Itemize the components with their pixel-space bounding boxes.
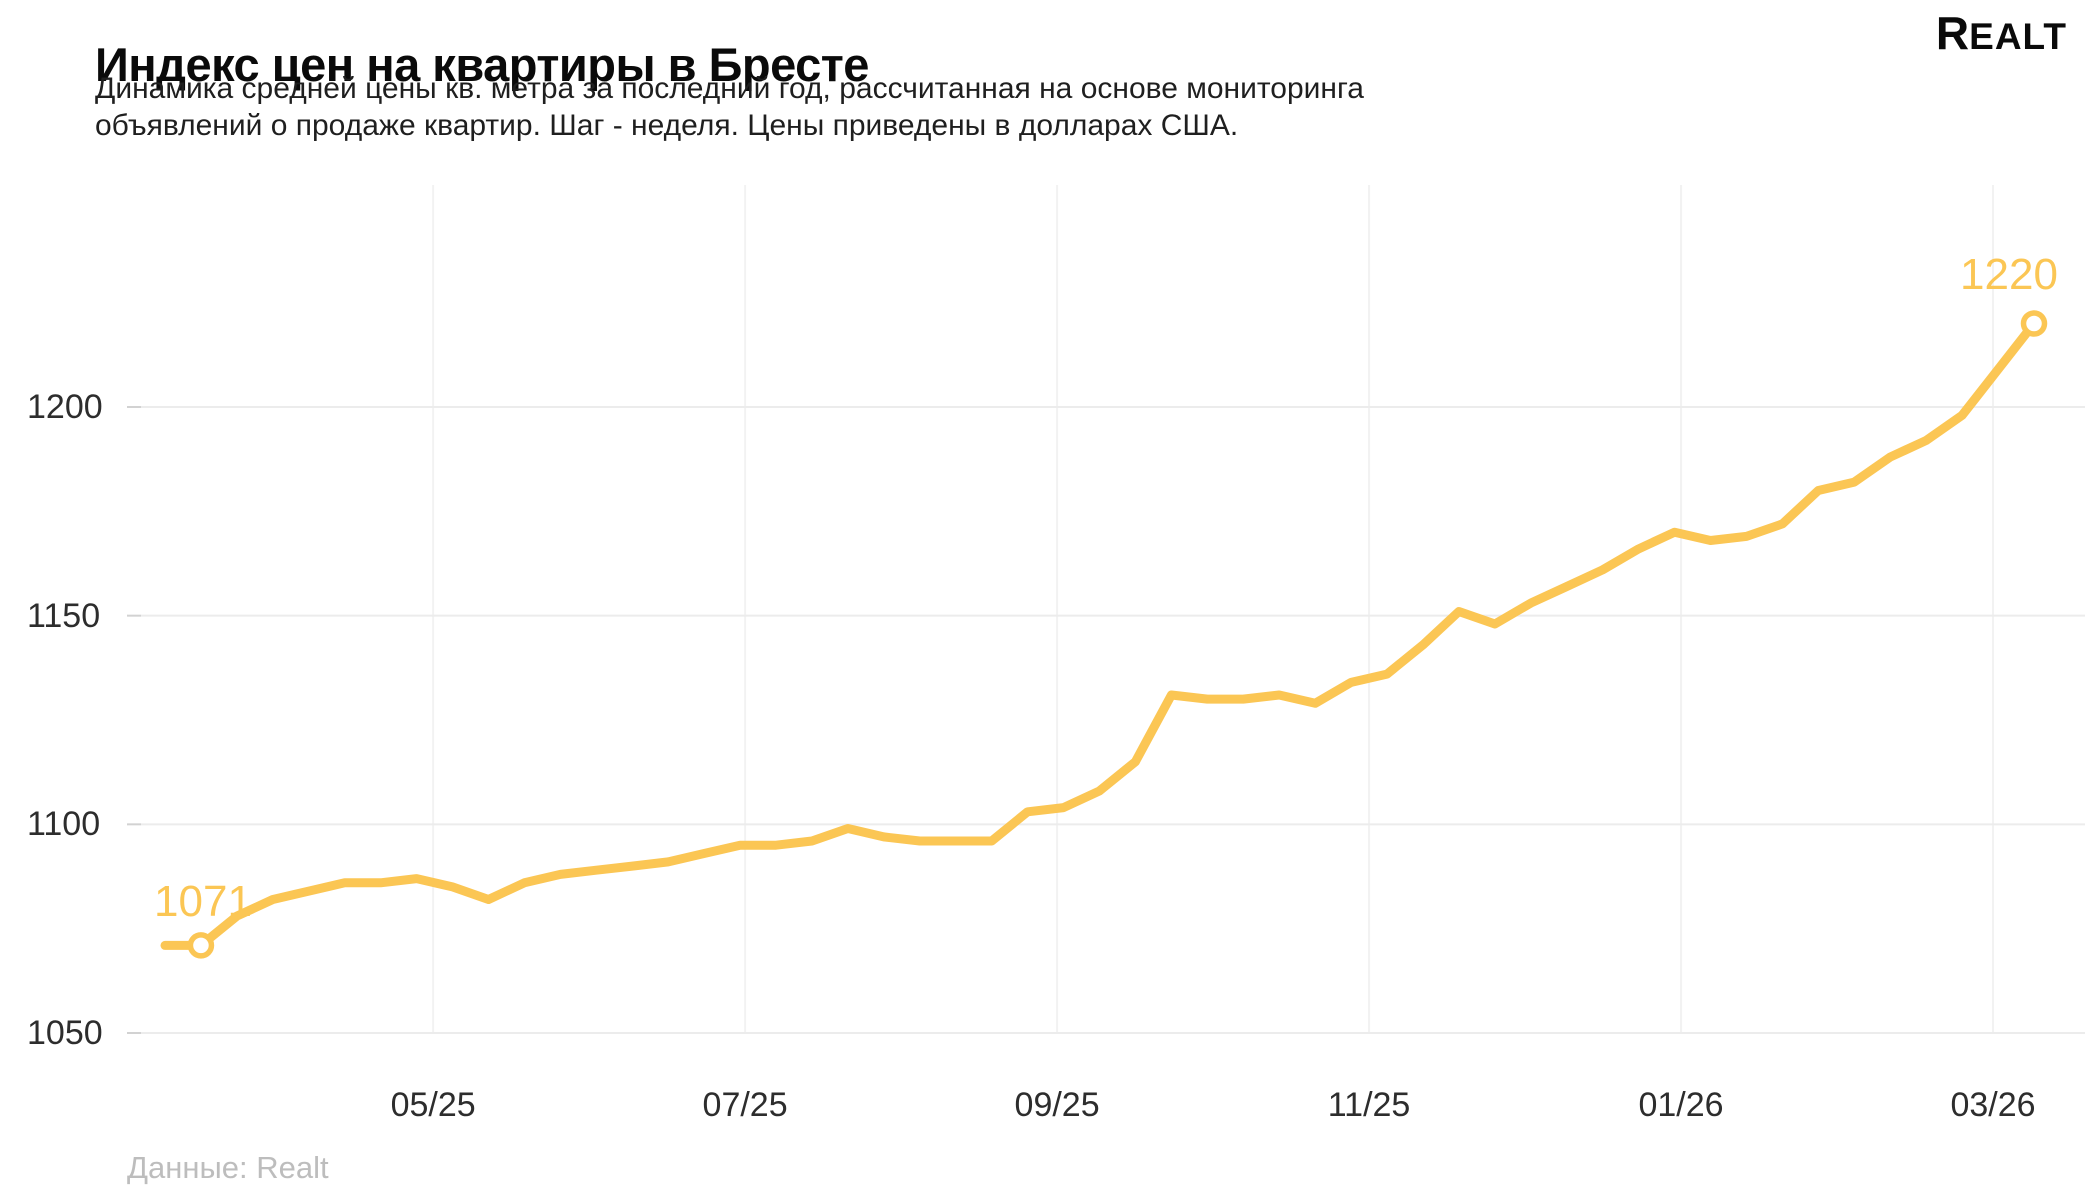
page-title: Индекс цен на квартиры в Бресте <box>95 38 869 92</box>
price-line <box>160 319 2039 950</box>
chart-subtitle: Динамика средней цены кв. метра за после… <box>95 70 1364 144</box>
y-axis-label-1100: 1100 <box>27 805 101 844</box>
y-axis-label-1150: 1150 <box>27 596 101 635</box>
realt-logo-rest: ealt <box>1969 16 2067 57</box>
x-axis-label-07-25: 07/25 <box>702 1086 788 1124</box>
x-axis-label-05-25: 05/25 <box>390 1086 476 1124</box>
x-axis-label-09-25: 09/25 <box>1014 1086 1100 1124</box>
x-axis-label-11-25: 11/25 <box>1327 1086 1411 1124</box>
subtitle-line-1: Динамика средней цены кв. метра за после… <box>95 72 1364 105</box>
x-axis-label-01-26: 01/26 <box>1638 1086 1724 1124</box>
realt-logo-initial: R <box>1935 7 1970 59</box>
data-source-note: Данные: Realt <box>127 1150 329 1185</box>
start-marker <box>187 932 215 959</box>
end-marker <box>2020 310 2048 337</box>
start-value-label: 1071 <box>154 877 252 926</box>
end-value-label: 1220 <box>1960 250 2058 299</box>
y-axis-label-1200: 1200 <box>27 388 103 426</box>
x-axis-label-03-26: 03/26 <box>1950 1086 2036 1124</box>
subtitle-line-2: объявлений о продаже квартир. Шаг - неде… <box>95 109 1239 142</box>
realt-logo: Realt <box>1936 6 2067 60</box>
y-axis-label-1050: 1050 <box>27 1014 103 1052</box>
